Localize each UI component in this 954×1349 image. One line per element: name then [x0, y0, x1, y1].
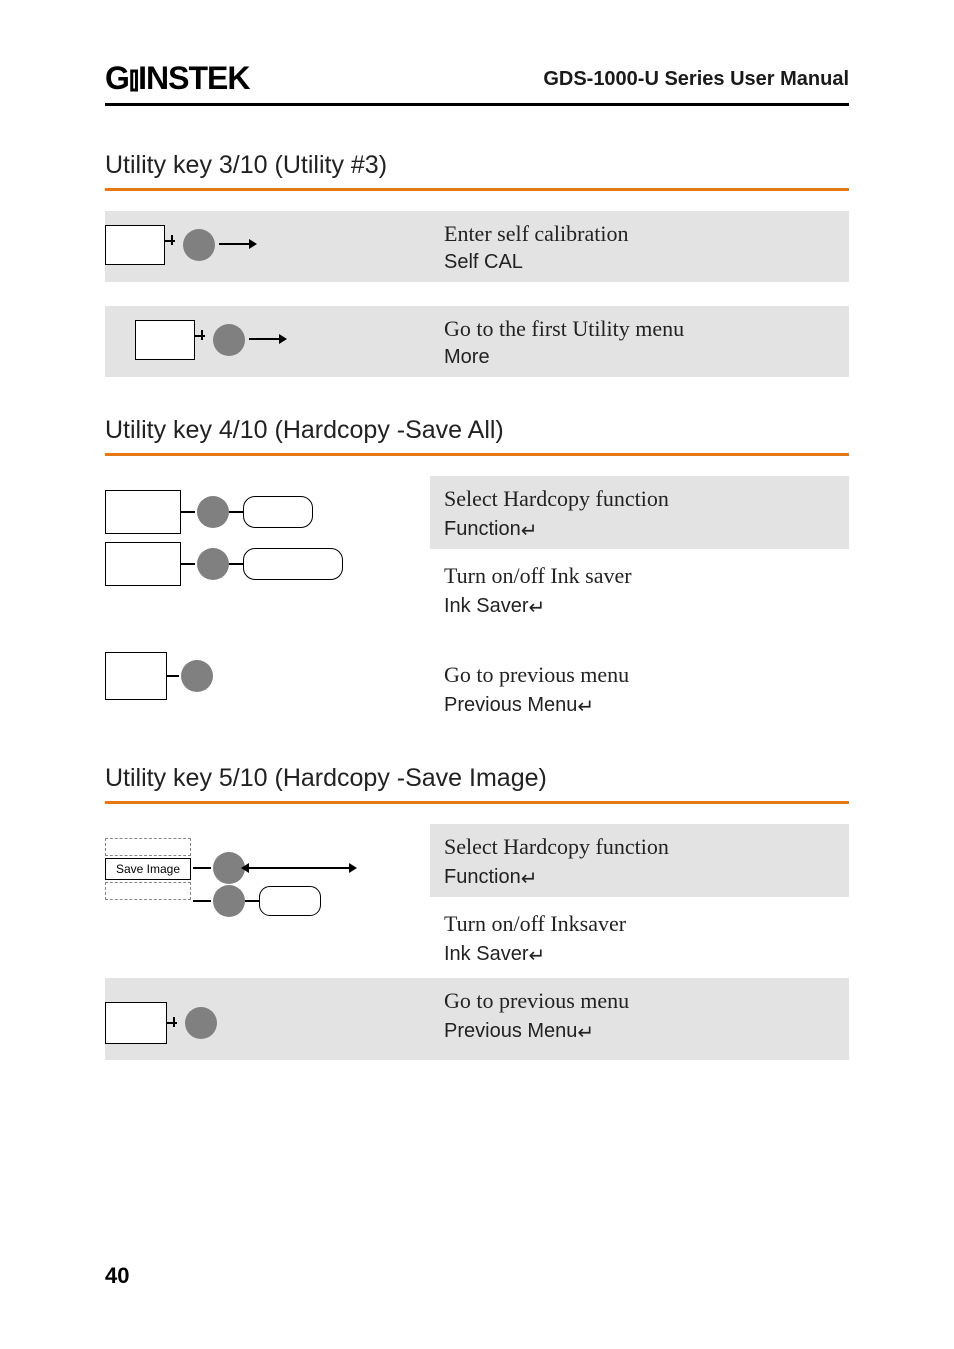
table-row: Go to previous menu Previous Menu↵ — [105, 642, 849, 725]
diagram-cell — [105, 306, 430, 374]
section-rule — [105, 453, 849, 456]
diagram-cell — [105, 211, 430, 279]
row-description: Select Hardcopy function — [444, 486, 835, 512]
enter-icon: ↵ — [528, 595, 545, 620]
row-action: Ink Saver↵ — [444, 941, 835, 966]
table-row: Go to previous menu Previous Menu↵ — [105, 978, 849, 1060]
table-row: Select Hardcopy function Function↵ Turn … — [105, 476, 849, 630]
row-description: Enter self calibration — [444, 221, 835, 247]
section-heading-1: Utility key 3/10 (Utility #3) — [105, 151, 849, 180]
row-description: Go to previous menu — [444, 988, 835, 1014]
table-row: Go to the first Utility menu More — [105, 306, 849, 377]
diagram-cell — [105, 642, 430, 710]
knob-icon — [197, 548, 229, 580]
enter-icon: ↵ — [521, 518, 538, 543]
page-header: G⫾INSTEK GDS-1000-U Series User Manual — [105, 60, 849, 106]
knob-icon — [197, 496, 229, 528]
header-title: GDS-1000-U Series User Manual — [543, 68, 849, 91]
section-heading-2: Utility key 4/10 (Hardcopy -Save All) — [105, 416, 849, 445]
row-action: Self CAL — [444, 251, 835, 274]
row-action: Ink Saver↵ — [444, 593, 835, 618]
knob-icon — [213, 885, 245, 917]
knob-icon — [183, 229, 215, 261]
knob-icon — [213, 324, 245, 356]
row-action: Previous Menu↵ — [444, 692, 835, 717]
row-action: Function↵ — [444, 864, 835, 889]
section-rule — [105, 801, 849, 804]
rounded-box — [243, 496, 313, 528]
enter-icon: ↵ — [577, 694, 594, 719]
enter-icon: ↵ — [528, 943, 545, 968]
row-description: Go to previous menu — [444, 662, 835, 688]
diagram-cell: Save Image — [105, 824, 430, 978]
diagram-cell — [105, 476, 430, 630]
table-row: Enter self calibration Self CAL — [105, 211, 849, 282]
table-row: Save Image Select Hardcopy function Func… — [105, 824, 849, 978]
rounded-box — [243, 548, 343, 580]
section-rule — [105, 188, 849, 191]
row-description: Turn on/off Inksaver — [444, 911, 835, 937]
row-description: Go to the first Utility menu — [444, 316, 835, 342]
enter-icon: ↵ — [521, 866, 538, 891]
knob-icon — [185, 1007, 217, 1039]
enter-icon: ↵ — [577, 1020, 594, 1045]
row-description: Select Hardcopy function — [444, 834, 835, 860]
rounded-box — [259, 886, 321, 916]
row-description: Turn on/off Ink saver — [444, 563, 835, 589]
knob-icon — [181, 660, 213, 692]
save-image-label: Save Image — [105, 858, 191, 880]
row-action: Function↵ — [444, 516, 835, 541]
logo: G⫾INSTEK — [105, 60, 249, 98]
row-action: Previous Menu↵ — [444, 1018, 835, 1043]
row-action: More — [444, 346, 835, 369]
diagram-cell — [105, 978, 430, 1060]
section-heading-3: Utility key 5/10 (Hardcopy -Save Image) — [105, 764, 849, 793]
page-number: 40 — [105, 1263, 129, 1289]
